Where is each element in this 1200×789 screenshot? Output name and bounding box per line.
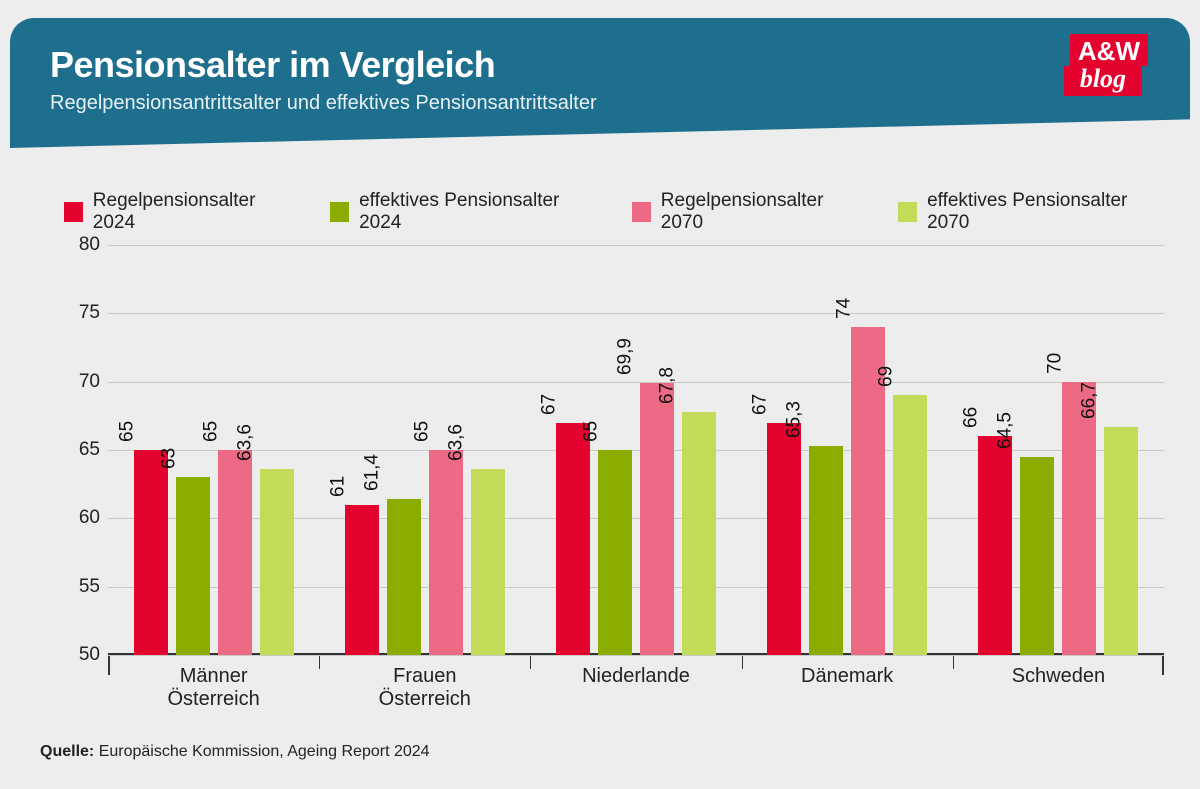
y-axis-label: 75 (64, 302, 100, 324)
x-axis-endcap (1162, 655, 1164, 675)
source-text: Europäische Kommission, Ageing Report 20… (99, 743, 430, 760)
bar-value-label: 61 (327, 476, 349, 501)
bar (598, 450, 632, 655)
y-axis-label: 60 (64, 507, 100, 529)
y-axis-label: 65 (64, 439, 100, 461)
bar-value-label: 66,7 (1079, 382, 1101, 423)
x-axis-tick (319, 655, 320, 669)
chart-legend: Regelpensionsalter 2024 effektives Pensio… (64, 190, 1160, 234)
legend-label: Regelpensionsalter 2070 (661, 190, 858, 234)
bar-value-label: 65 (580, 421, 602, 446)
bar (1020, 457, 1054, 655)
bar (1104, 427, 1138, 655)
legend-label: effektives Pensionsalter 2024 (359, 190, 592, 234)
bar (134, 450, 168, 655)
bar-value-label: 65,3 (784, 401, 806, 442)
bar (978, 436, 1012, 655)
chart-subtitle: Regelpensionsantrittsalter und effektive… (50, 92, 1150, 115)
bar-value-label: 66 (961, 407, 983, 432)
category-label: Niederlande (556, 655, 716, 688)
bar-value-label: 67 (750, 394, 772, 419)
legend-label: Regelpensionsalter 2024 (93, 190, 290, 234)
bar-value-label: 69,9 (615, 338, 637, 379)
logo-line2: blog (1064, 66, 1142, 96)
bar-value-label: 70 (1045, 353, 1067, 378)
source-prefix: Quelle: (40, 743, 94, 760)
legend-swatch (330, 202, 349, 222)
brand-logo: A&W blog (1070, 34, 1148, 96)
category-label: Männer Österreich (134, 655, 294, 711)
y-axis-label: 80 (64, 234, 100, 256)
bar (176, 477, 210, 655)
bar-value-label: 74 (834, 298, 856, 323)
bar (682, 412, 716, 655)
bar-group: 676569,967,8Niederlande (556, 245, 716, 655)
legend-swatch (64, 202, 83, 222)
bar-value-label: 63,6 (234, 424, 256, 465)
bar-value-label: 65 (411, 421, 433, 446)
bar (218, 450, 252, 655)
bar-value-label: 65 (200, 421, 222, 446)
bar (809, 446, 843, 655)
bar-value-label: 67,8 (657, 367, 679, 408)
bar-value-label: 63,6 (445, 424, 467, 465)
chart-source: Quelle: Europäische Kommission, Ageing R… (40, 743, 430, 761)
bar-group: 65636563,6Männer Österreich (134, 245, 294, 655)
y-axis-label: 50 (64, 644, 100, 666)
y-axis-label: 55 (64, 576, 100, 598)
legend-item: effektives Pensionsalter 2070 (898, 190, 1160, 234)
legend-swatch (898, 202, 917, 222)
plot-area: 5055606570758065636563,6Männer Österreic… (108, 245, 1164, 655)
bar (767, 423, 801, 655)
bar (387, 499, 421, 655)
bar (893, 395, 927, 655)
x-axis-tick (742, 655, 743, 669)
bar-value-label: 69 (876, 366, 898, 391)
logo-line1: A&W (1070, 34, 1148, 66)
x-axis-tick (530, 655, 531, 669)
x-axis-tick (953, 655, 954, 669)
bar-value-label: 61,4 (361, 454, 383, 495)
chart-header: Pensionsalter im Vergleich Regelpensions… (10, 18, 1190, 148)
bar (640, 383, 674, 655)
x-axis-endcap (108, 655, 110, 675)
bar (260, 469, 294, 655)
y-axis-label: 70 (64, 371, 100, 393)
bar (471, 469, 505, 655)
bar (429, 450, 463, 655)
bar-group: 6161,46563,6Frauen Österreich (345, 245, 505, 655)
bar-value-label: 64,5 (995, 412, 1017, 453)
category-label: Schweden (978, 655, 1138, 688)
bar-group: 6664,57066,7Schweden (978, 245, 1138, 655)
legend-label: effektives Pensionsalter 2070 (927, 190, 1160, 234)
legend-swatch (632, 202, 651, 222)
bar (556, 423, 590, 655)
category-label: Dänemark (767, 655, 927, 688)
bar-value-label: 65 (116, 421, 138, 446)
bar-value-label: 67 (538, 394, 560, 419)
category-label: Frauen Österreich (345, 655, 505, 711)
bar-group: 6765,37469Dänemark (767, 245, 927, 655)
legend-item: effektives Pensionsalter 2024 (330, 190, 592, 234)
bar-value-label: 63 (158, 448, 180, 473)
chart-title: Pensionsalter im Vergleich (50, 44, 1150, 86)
bar-chart: 5055606570758065636563,6Männer Österreic… (64, 235, 1164, 695)
legend-item: Regelpensionsalter 2070 (632, 190, 858, 234)
legend-item: Regelpensionsalter 2024 (64, 190, 290, 234)
bar (345, 505, 379, 655)
